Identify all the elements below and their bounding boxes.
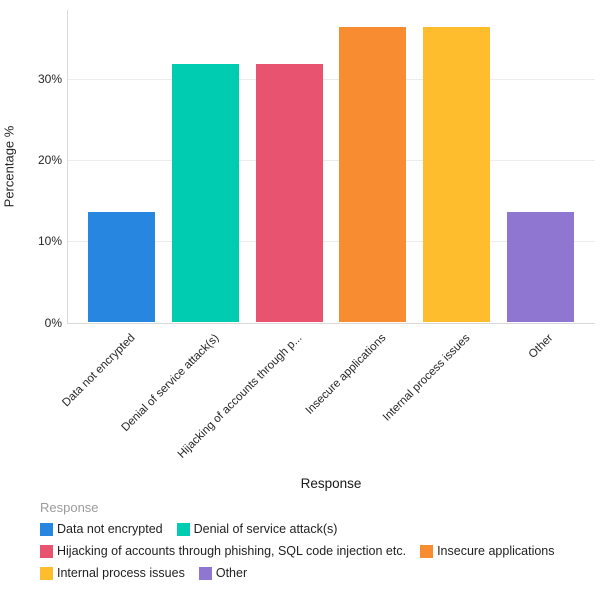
gridline-10 — [67, 241, 595, 243]
legend-swatch-icon — [420, 544, 434, 558]
bar-internal-process-issues[interactable] — [423, 26, 490, 323]
legend-item-data-not-encrypted[interactable]: Data not encrypted — [40, 522, 163, 536]
x-axis-line — [67, 322, 595, 324]
x-axis-title: Response — [300, 476, 362, 491]
legend-item-label: Data not encrypted — [57, 522, 163, 536]
legend-item-label: Denial of service attack(s) — [193, 522, 338, 536]
legend-item-internal-process-issues[interactable]: Internal process issues — [40, 566, 185, 580]
legend-item-label: Insecure applications — [437, 544, 555, 558]
legend-item-label: Hijacking of accounts through phishing, … — [57, 544, 407, 558]
legend: Response Data not encrypted Denial of ser… — [40, 500, 585, 588]
legend-item-hijacking-of-accounts-through-phishing-s[interactable]: Hijacking of accounts through phishing, … — [40, 544, 406, 558]
legend-item-denial-of-service-attack-s[interactable]: Denial of service attack(s) — [176, 522, 338, 536]
bar-data-not-encrypted[interactable] — [88, 211, 156, 323]
legend-row: Data not encrypted Denial of service atta… — [40, 522, 585, 536]
gridline-20 — [67, 159, 595, 161]
y-axis-line — [67, 10, 68, 323]
y-tick-label: 30% — [37, 71, 62, 86]
gridline-30 — [67, 78, 595, 80]
bar-denial-of-service-attack-s[interactable] — [172, 63, 239, 323]
legend-swatch-icon — [176, 522, 190, 536]
legend-item-other[interactable]: Other — [198, 566, 248, 580]
legend-row: Hijacking of accounts through phishing, … — [40, 544, 585, 558]
legend-item-label: Internal process issues — [57, 566, 185, 580]
legend-swatch-icon — [40, 522, 53, 536]
legend-item-insecure-applications[interactable]: Insecure applications — [420, 544, 555, 558]
legend-swatch-icon — [40, 566, 53, 580]
legend-swatch-icon — [198, 566, 212, 580]
legend-item-label: Other — [215, 566, 248, 580]
legend-row: Internal process issues Other — [40, 566, 585, 580]
y-tick-label: 0% — [44, 315, 62, 330]
legend-title: Response — [40, 500, 99, 515]
legend-swatch-icon — [40, 544, 53, 558]
bar-hijacking-of-accounts-through-phishing-s[interactable] — [255, 63, 323, 323]
bar-insecure-applications[interactable] — [339, 26, 407, 323]
bar-other[interactable] — [506, 211, 574, 323]
y-tick-label: 10% — [37, 234, 62, 249]
y-tick-label: 20% — [37, 152, 62, 167]
